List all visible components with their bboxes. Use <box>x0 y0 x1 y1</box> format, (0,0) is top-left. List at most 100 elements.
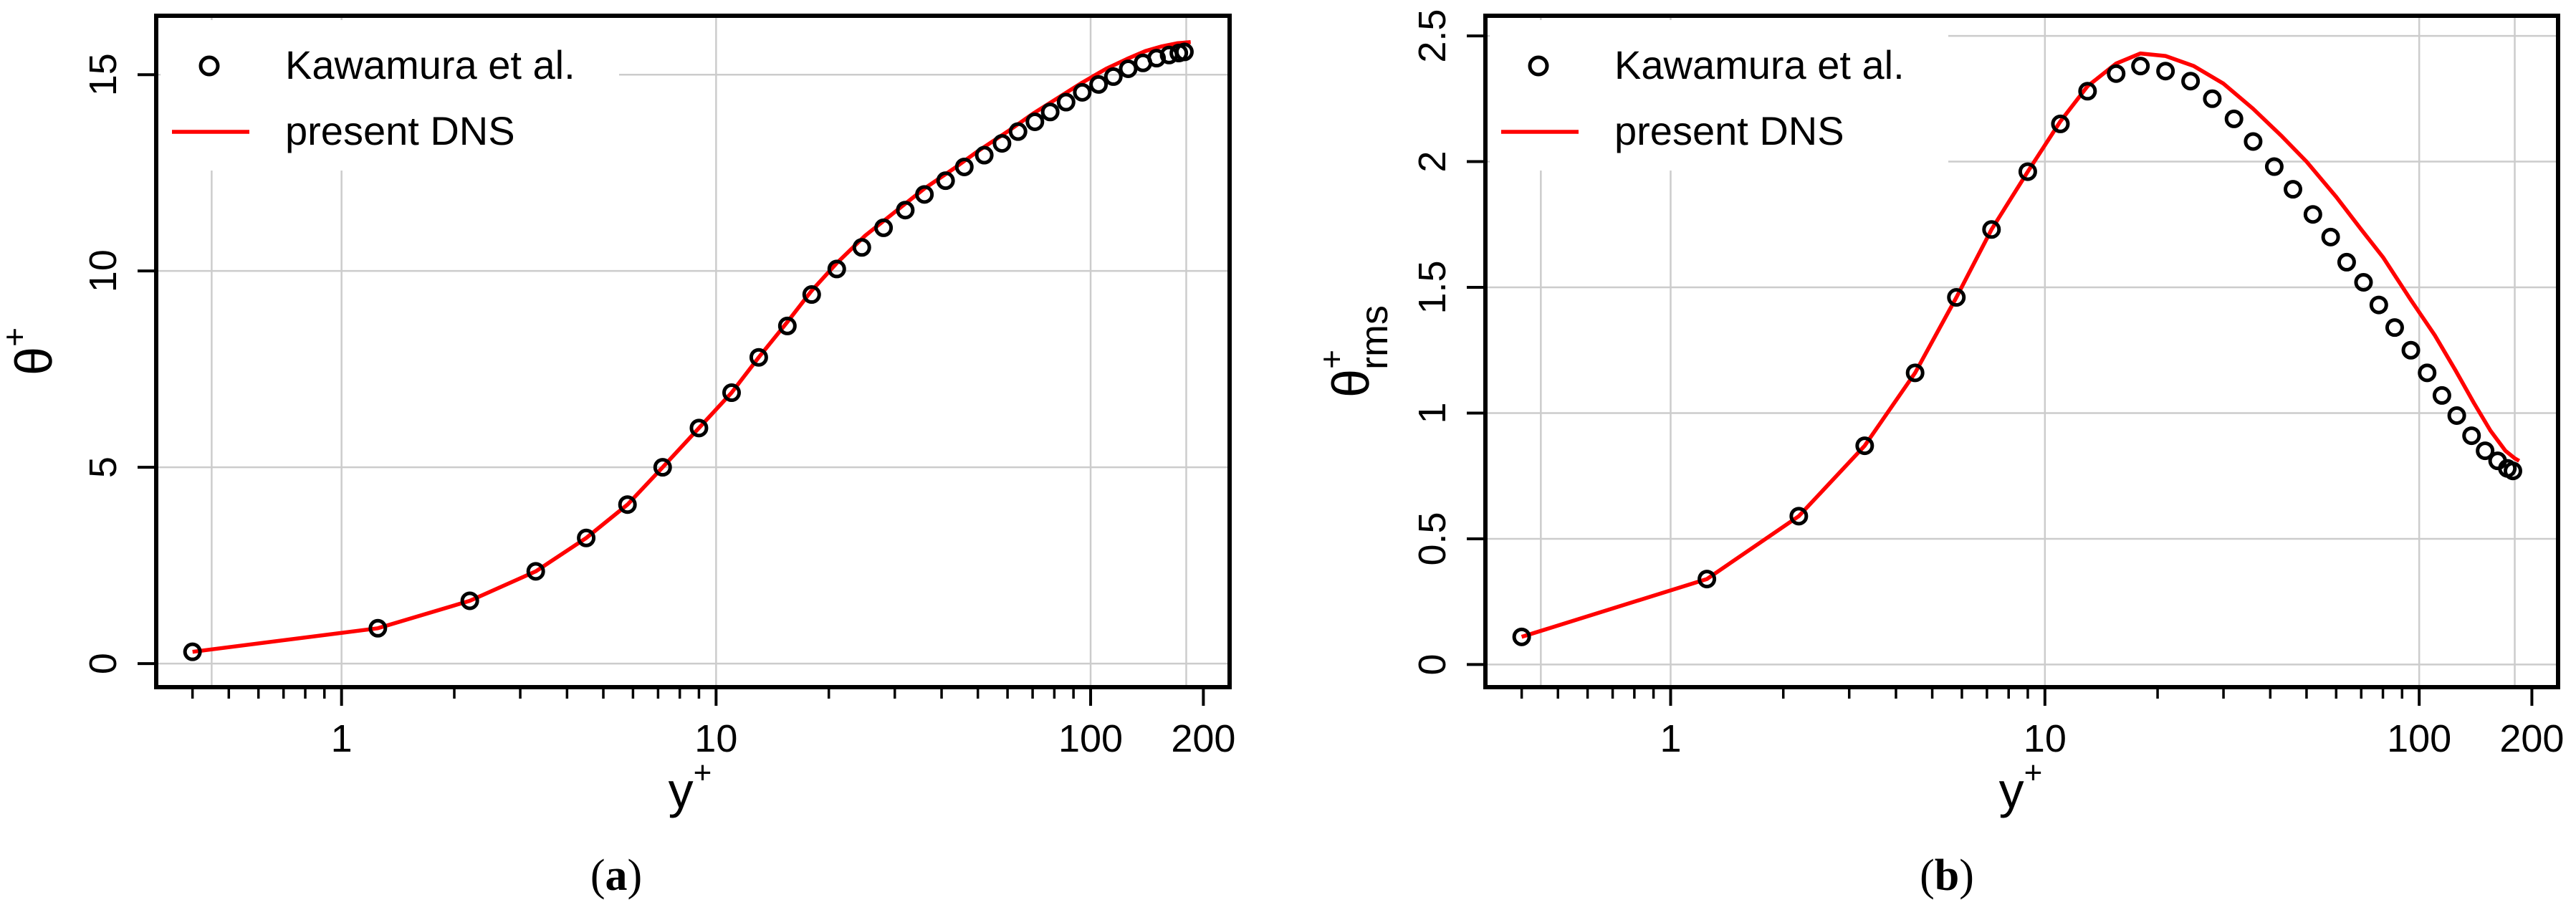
data-point-kawamura <box>1073 82 1092 102</box>
data-point-kawamura <box>1512 627 1531 646</box>
data-point-kawamura <box>2385 318 2404 337</box>
data-point-kawamura <box>2224 109 2244 128</box>
data-point-kawamura <box>2369 295 2388 315</box>
x-axis-title-base: y <box>1999 762 2024 818</box>
y-axis-title-sup: + <box>0 327 33 347</box>
panel-label-letter: a <box>605 851 628 900</box>
y-axis-title-text: θ+rms <box>1313 305 1396 398</box>
data-point-kawamura <box>1089 75 1109 94</box>
y-axis-title-sup: + <box>1313 350 1350 369</box>
data-point-kawamura <box>460 591 479 610</box>
data-point-kawamura <box>2447 406 2466 425</box>
data-point-kawamura <box>2156 62 2175 81</box>
data-point-kawamura <box>183 642 202 661</box>
data-point-kawamura <box>2051 114 2070 133</box>
data-point-kawamura <box>722 383 741 403</box>
data-point-kawamura <box>2284 180 2303 199</box>
data-point-kawamura <box>954 157 974 176</box>
legend-background <box>1490 20 1948 171</box>
x-tick-label: 1 <box>1660 717 1681 760</box>
data-point-kawamura <box>577 528 596 547</box>
data-point-kawamura <box>1119 59 1138 78</box>
x-tick-label: 1 <box>331 717 353 760</box>
data-point-kawamura <box>2303 205 2322 224</box>
data-point-kawamura <box>749 348 768 367</box>
data-point-kawamura <box>2337 252 2356 272</box>
data-point-kawamura <box>896 201 915 220</box>
data-point-kawamura <box>2181 72 2201 91</box>
x-tick-label: 100 <box>1058 717 1123 760</box>
x-axis-title-base: y <box>669 762 694 818</box>
y-tick-label: 0.5 <box>1411 512 1454 565</box>
series-line-present-dns <box>192 39 1191 654</box>
data-point-kawamura <box>1855 436 1874 456</box>
panel-label-open: ( <box>1920 851 1935 900</box>
y-tick-label: 2 <box>1411 151 1454 173</box>
plot-frame <box>1483 14 2560 689</box>
y-tick-label: 1.5 <box>1411 260 1454 314</box>
legend-label-present-dns: present DNS <box>285 108 515 153</box>
data-point-kawamura <box>2107 64 2126 83</box>
data-point-kawamura <box>2503 461 2522 481</box>
data-point-kawamura <box>368 618 388 638</box>
data-point-kawamura <box>852 238 871 257</box>
data-point-kawamura <box>1905 363 1925 383</box>
legend-marker-kawamura <box>1528 55 1549 77</box>
x-axis-title: y+ <box>669 755 712 818</box>
data-point-kawamura <box>2244 132 2263 151</box>
data-point-kawamura <box>1174 42 1194 62</box>
legend-marker-kawamura <box>198 55 220 77</box>
legend-label-kawamura: Kawamura et al. <box>285 42 575 87</box>
y-axis-title: θ+ <box>0 327 63 375</box>
y-axis-title-base: θ <box>6 347 63 375</box>
y-tick-label: 2.5 <box>1411 9 1454 63</box>
data-point-kawamura <box>1789 507 1809 526</box>
data-point-kawamura <box>526 562 545 581</box>
x-tick-label: 200 <box>2499 717 2564 760</box>
data-point-kawamura <box>915 185 934 204</box>
y-tick-label: 1 <box>1411 402 1454 423</box>
panel-label-letter: b <box>1935 851 1959 900</box>
x-tick-label: 200 <box>1171 717 1235 760</box>
legend-label-kawamura: Kawamura et al. <box>1614 42 1905 87</box>
data-point-kawamura <box>1040 102 1060 122</box>
data-point-kawamura <box>653 458 672 477</box>
y-axis-title: θ+rms <box>1313 305 1396 398</box>
chart-panel-a: Kawamura et al. present DNS 1 10 100 200 0 5 10 1… <box>0 14 1235 900</box>
data-point-kawamura <box>2476 441 2495 461</box>
data-point-kawamura <box>777 316 797 335</box>
x-tick-label: 100 <box>2387 717 2451 760</box>
chart-panel-b: Kawamura et al. present DNS 1 10 100 200 0 0.5 1… <box>1313 9 2564 900</box>
data-point-kawamura <box>2078 82 2097 101</box>
data-point-kawamura <box>2131 57 2150 76</box>
data-point-kawamura <box>2354 272 2373 292</box>
x-axis-title-sup: + <box>694 755 712 790</box>
x-tick-label: 10 <box>2024 717 2067 760</box>
data-point-kawamura <box>2018 162 2037 181</box>
data-point-kawamura <box>975 145 994 165</box>
data-point-kawamura <box>2401 340 2421 360</box>
x-axis-title: y+ <box>1999 755 2043 818</box>
data-point-kawamura <box>1698 570 1717 589</box>
x-tick-label: 10 <box>694 717 737 760</box>
data-point-kawamura <box>1025 112 1045 131</box>
y-axis-title-text: θ+ <box>0 327 63 375</box>
data-point-kawamura <box>802 285 821 305</box>
data-point-kawamura <box>618 495 637 514</box>
y-tick-label: 10 <box>82 249 125 292</box>
data-point-kawamura <box>1982 220 2001 239</box>
y-tick-label: 0 <box>1411 653 1454 675</box>
data-point-kawamura <box>2462 426 2481 446</box>
data-point-kawamura <box>1008 122 1028 141</box>
panel-label: (a) <box>590 851 642 900</box>
data-point-kawamura <box>874 218 894 237</box>
y-tick-label: 0 <box>82 653 125 674</box>
data-point-kawamura <box>2203 89 2222 108</box>
data-point-kawamura <box>1056 92 1076 112</box>
y-axis-title-base: θ <box>1323 369 1380 398</box>
panel-label: (b) <box>1920 851 1974 900</box>
data-point-kawamura <box>689 418 709 438</box>
legend-background <box>161 20 619 171</box>
y-axis-title-sub: rms <box>1353 305 1396 370</box>
